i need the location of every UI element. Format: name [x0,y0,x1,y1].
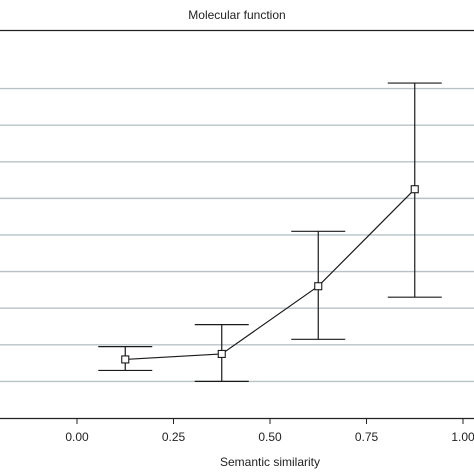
x-axis-ticks: 0.00 0.25 0.50 0.75 1.00 [65,418,474,444]
x-tick-label-4: 1.00 [451,430,474,444]
error-bars [98,82,442,382]
x-axis-label: Semantic similarity [220,455,320,469]
data-point-3 [410,185,419,194]
grid-lines [0,87,474,383]
x-tick-label-2: 0.50 [258,430,282,444]
x-tick-label-3: 0.75 [355,430,379,444]
x-tick-label-1: 0.25 [162,430,186,444]
data-points [121,185,419,364]
chart-title: Molecular function [188,8,285,22]
x-tick-label-0: 0.00 [65,430,89,444]
data-point-2 [314,282,323,291]
series-line [125,188,416,361]
data-point-0 [121,355,130,364]
data-point-1 [217,349,226,358]
